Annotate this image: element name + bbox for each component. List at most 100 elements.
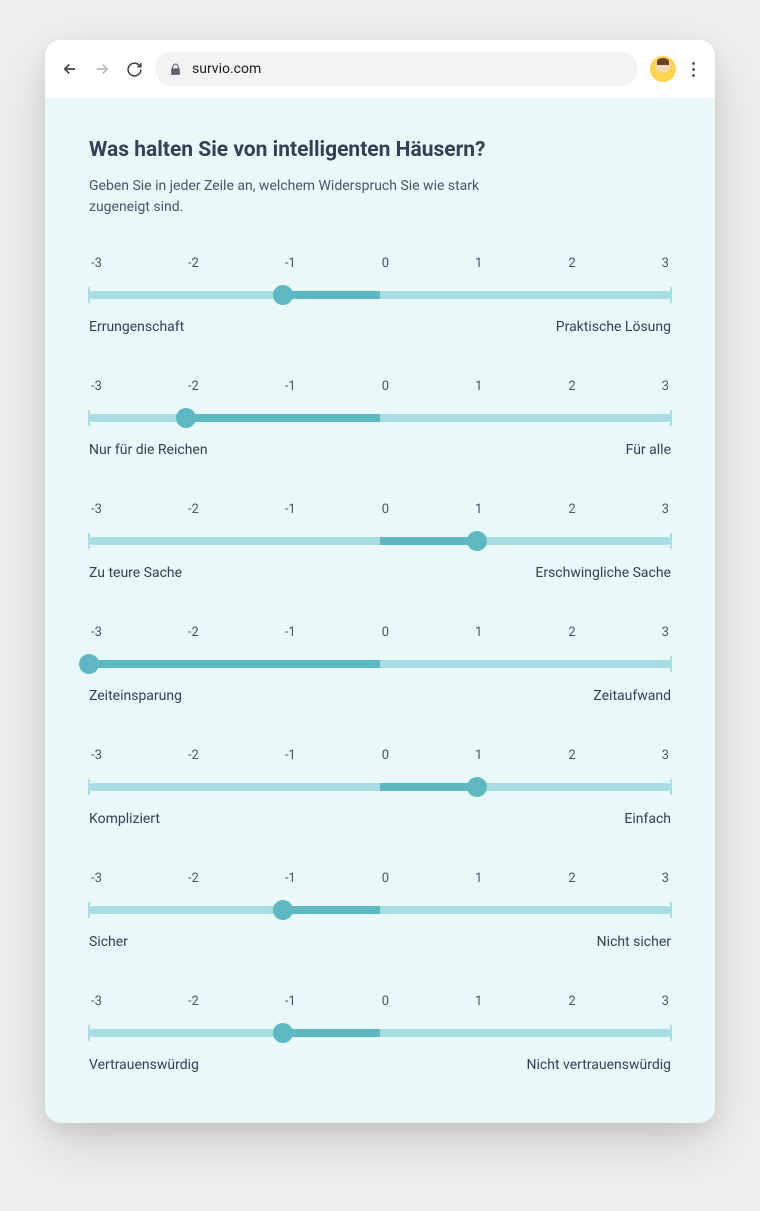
slider-thumb[interactable] — [176, 408, 196, 428]
kebab-menu-icon[interactable] — [688, 58, 699, 81]
slider-row: -3-2-10123ErrungenschaftPraktische Lösun… — [89, 256, 671, 335]
slider-track — [89, 291, 671, 299]
scale-label: -2 — [188, 625, 199, 640]
scale-label: -2 — [188, 748, 199, 763]
slider-row: -3-2-10123SicherNicht sicher — [89, 871, 671, 950]
scale-label: 2 — [568, 256, 575, 271]
scale-labels: -3-2-10123 — [89, 502, 671, 517]
scale-label: 2 — [568, 994, 575, 1009]
slider-tick — [670, 533, 672, 549]
scale-label: 3 — [662, 379, 669, 394]
scale-label: -2 — [188, 379, 199, 394]
url-text: survio.com — [192, 61, 261, 77]
scale-label: -3 — [91, 256, 102, 271]
slider-thumb[interactable] — [467, 531, 487, 551]
scale-label: 0 — [382, 625, 389, 640]
slider-tick — [670, 287, 672, 303]
left-label: Errungenschaft — [89, 319, 184, 335]
scale-labels: -3-2-10123 — [89, 871, 671, 886]
slider-thumb[interactable] — [273, 1023, 293, 1043]
slider[interactable] — [89, 900, 671, 920]
scale-label: 3 — [662, 256, 669, 271]
survey-content: Was halten Sie von intelligenten Häusern… — [45, 98, 715, 1123]
slider-track — [89, 906, 671, 914]
scale-label: 1 — [475, 502, 482, 517]
scale-label: 0 — [382, 379, 389, 394]
slider-fill — [89, 660, 380, 668]
left-label: Sicher — [89, 934, 128, 950]
slider-tick — [670, 656, 672, 672]
slider-tick — [88, 410, 90, 426]
slider-row: -3-2-10123KompliziertEinfach — [89, 748, 671, 827]
back-button[interactable] — [61, 60, 79, 78]
scale-label: -2 — [188, 994, 199, 1009]
scale-label: 1 — [475, 748, 482, 763]
slider-tick — [88, 902, 90, 918]
scale-label: 0 — [382, 871, 389, 886]
browser-toolbar: survio.com — [45, 40, 715, 98]
slider[interactable] — [89, 285, 671, 305]
scale-label: 3 — [662, 994, 669, 1009]
scale-label: -3 — [91, 748, 102, 763]
reload-button[interactable] — [125, 60, 143, 78]
end-labels: Zu teure SacheErschwingliche Sache — [89, 565, 671, 581]
scale-label: 0 — [382, 994, 389, 1009]
slider[interactable] — [89, 531, 671, 551]
question-description: Geben Sie in jeder Zeile an, welchem Wid… — [89, 176, 519, 218]
scale-label: 3 — [662, 748, 669, 763]
right-label: Nicht sicher — [597, 934, 671, 950]
end-labels: Zeiteinsparung Zeitaufwand — [89, 688, 671, 704]
slider-tick — [88, 1025, 90, 1041]
nav-buttons — [61, 60, 143, 78]
slider-row: -3-2-10123Nur für die ReichenFür alle — [89, 379, 671, 458]
slider-row: -3-2-10123Zu teure SacheErschwingliche S… — [89, 502, 671, 581]
slider[interactable] — [89, 654, 671, 674]
slider[interactable] — [89, 408, 671, 428]
scale-labels: -3-2-10123 — [89, 994, 671, 1009]
scale-label: -1 — [285, 748, 296, 763]
scale-labels: -3-2-10123 — [89, 748, 671, 763]
left-label: Vertrauenswürdig — [89, 1057, 199, 1073]
right-label: Praktische Lösung — [556, 319, 671, 335]
slider-track — [89, 1029, 671, 1037]
slider-tick — [670, 1025, 672, 1041]
slider-thumb[interactable] — [273, 900, 293, 920]
scale-label: 3 — [662, 871, 669, 886]
end-labels: Nur für die ReichenFür alle — [89, 442, 671, 458]
scale-label: 1 — [475, 379, 482, 394]
scale-label: -3 — [91, 625, 102, 640]
end-labels: VertrauenswürdigNicht vertrauenswürdig — [89, 1057, 671, 1073]
forward-button[interactable] — [93, 60, 111, 78]
slider-thumb[interactable] — [273, 285, 293, 305]
scale-label: -1 — [285, 994, 296, 1009]
scale-label: -3 — [91, 379, 102, 394]
left-label: Nur für die Reichen — [89, 442, 208, 458]
profile-avatar[interactable] — [650, 56, 676, 82]
slider-fill — [380, 537, 477, 545]
scale-label: -1 — [285, 871, 296, 886]
scale-label: 0 — [382, 256, 389, 271]
slider[interactable] — [89, 777, 671, 797]
right-label: Zeitaufwand — [593, 688, 671, 704]
slider-tick — [670, 779, 672, 795]
slider-thumb[interactable] — [467, 777, 487, 797]
scale-label: 2 — [568, 625, 575, 640]
slider-tick — [88, 533, 90, 549]
left-label: Zeiteinsparung — [89, 688, 182, 704]
slider[interactable] — [89, 1023, 671, 1043]
scale-label: 0 — [382, 748, 389, 763]
scale-label: -2 — [188, 871, 199, 886]
slider-fill — [380, 783, 477, 791]
scale-label: 1 — [475, 871, 482, 886]
end-labels: KompliziertEinfach — [89, 811, 671, 827]
scale-label: -2 — [188, 502, 199, 517]
slider-tick — [670, 410, 672, 426]
slider-fill — [283, 291, 380, 299]
left-label: Zu teure Sache — [89, 565, 182, 581]
slider-thumb[interactable] — [79, 654, 99, 674]
question-title: Was halten Sie von intelligenten Häusern… — [89, 138, 671, 162]
scale-label: 0 — [382, 502, 389, 517]
scale-label: -2 — [188, 256, 199, 271]
url-bar[interactable]: survio.com — [155, 52, 638, 86]
scale-label: 3 — [662, 625, 669, 640]
